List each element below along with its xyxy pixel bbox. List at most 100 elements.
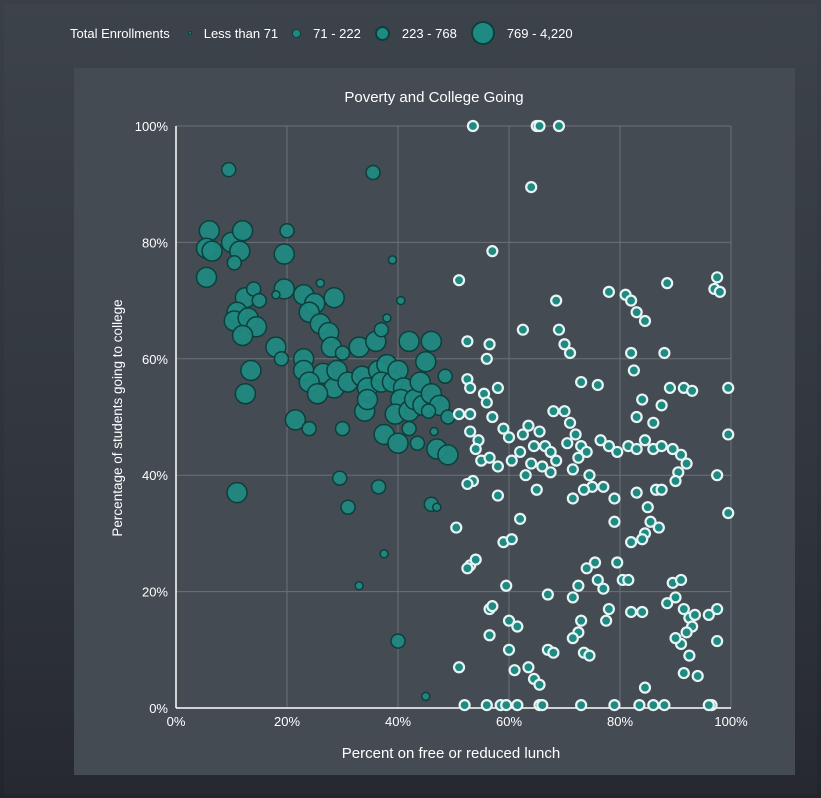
x-tick-label: 20% bbox=[274, 714, 300, 729]
highlight-point bbox=[627, 364, 640, 377]
highlight-point bbox=[500, 698, 513, 712]
highlight-point bbox=[505, 454, 518, 467]
bubble-point bbox=[382, 313, 392, 323]
x-tick-label: 60% bbox=[496, 714, 522, 729]
highlight-point bbox=[566, 591, 579, 604]
highlight-point bbox=[541, 588, 554, 601]
highlight-point bbox=[577, 483, 591, 496]
scatter-chart: Poverty and College Going 0%0% 20% 20% 40% 4… bbox=[110, 89, 748, 762]
highlight-point bbox=[624, 294, 638, 307]
highlight-point bbox=[663, 381, 677, 394]
bubble-point bbox=[420, 403, 437, 419]
highlight-point bbox=[647, 698, 660, 712]
bubble-point bbox=[195, 266, 218, 289]
bubble-point bbox=[271, 290, 281, 300]
highlight-point bbox=[466, 119, 480, 133]
highlight-point bbox=[502, 431, 516, 444]
highlight-point bbox=[686, 384, 699, 397]
highlight-point bbox=[711, 602, 724, 616]
highlight-point bbox=[522, 661, 535, 674]
highlight-point bbox=[533, 425, 546, 438]
highlight-point bbox=[655, 483, 668, 496]
highlight-point bbox=[677, 602, 690, 616]
highlight-point bbox=[566, 492, 579, 505]
highlight-point bbox=[464, 381, 477, 394]
highlight-point bbox=[483, 338, 496, 351]
highlight-point bbox=[588, 556, 602, 569]
highlight-point bbox=[647, 416, 660, 429]
bubble-point bbox=[240, 359, 262, 382]
highlight-point bbox=[633, 698, 646, 712]
bubble-point bbox=[432, 502, 442, 512]
highlight-point bbox=[550, 454, 563, 467]
highlight-point bbox=[638, 681, 652, 694]
highlight-layer bbox=[450, 119, 735, 712]
bubble-point bbox=[429, 426, 439, 437]
bubble-point bbox=[437, 368, 453, 385]
bubble-point bbox=[421, 691, 431, 702]
highlight-point bbox=[661, 597, 674, 610]
highlight-point bbox=[661, 277, 674, 290]
plot-panel: Poverty and College Going 0% 0% 20% 20% 40% 4… bbox=[74, 68, 795, 775]
highlight-point bbox=[666, 442, 679, 456]
highlight-point bbox=[464, 425, 477, 438]
highlight-point bbox=[638, 434, 652, 447]
highlight-point bbox=[597, 582, 610, 595]
highlight-point bbox=[480, 698, 493, 712]
bubble-point bbox=[396, 295, 406, 306]
highlight-point bbox=[638, 314, 652, 328]
bubble-point bbox=[340, 499, 356, 515]
highlight-point bbox=[491, 460, 504, 473]
highlight-point bbox=[552, 323, 566, 336]
bubble-point bbox=[398, 330, 420, 353]
highlight-point bbox=[611, 445, 624, 459]
bubble-point bbox=[334, 345, 351, 361]
bubble-point bbox=[323, 286, 345, 309]
legend-title: Total Enrollments bbox=[70, 25, 170, 41]
highlight-point bbox=[713, 285, 727, 298]
highlight-point bbox=[461, 477, 474, 491]
bubble-point bbox=[226, 255, 243, 271]
highlight-point bbox=[608, 492, 621, 505]
highlight-point bbox=[461, 335, 474, 348]
bubble-point bbox=[198, 220, 221, 242]
highlight-point bbox=[691, 669, 704, 683]
highlight-point bbox=[711, 634, 724, 648]
x-tick-label: 100% bbox=[714, 714, 748, 729]
highlight-point bbox=[580, 445, 593, 459]
highlight-point bbox=[630, 486, 643, 499]
bubble-point bbox=[401, 420, 417, 437]
legend-dot-xlarge bbox=[470, 21, 495, 45]
highlight-point bbox=[602, 440, 616, 453]
bubble-point bbox=[201, 240, 223, 262]
highlight-point bbox=[674, 573, 688, 587]
bubble-point bbox=[420, 330, 443, 353]
size-legend: Total Enrollments Less than 71 71 - 222 … bbox=[4, 4, 817, 62]
y-tick-label: 60% bbox=[142, 352, 168, 367]
bubble-point bbox=[387, 255, 398, 265]
highlight-point bbox=[505, 533, 518, 546]
grid-lines bbox=[176, 125, 732, 708]
highlight-point bbox=[480, 396, 493, 409]
highlight-point bbox=[636, 393, 649, 406]
highlight-point bbox=[530, 483, 543, 496]
bubble-point bbox=[334, 420, 351, 437]
highlight-point bbox=[500, 579, 513, 592]
highlight-point bbox=[547, 405, 560, 418]
bubble-point bbox=[301, 420, 317, 437]
highlight-point bbox=[702, 608, 715, 621]
highlight-point bbox=[469, 442, 482, 456]
bubble-point bbox=[315, 278, 326, 288]
highlight-point bbox=[558, 405, 571, 418]
bubble-point bbox=[415, 350, 437, 373]
highlight-point bbox=[525, 457, 538, 470]
highlight-point bbox=[641, 501, 654, 514]
highlight-point bbox=[602, 602, 616, 616]
highlight-point bbox=[550, 294, 563, 307]
highlight-point bbox=[491, 489, 504, 502]
highlight-point bbox=[722, 381, 735, 394]
bubble-point bbox=[440, 409, 456, 425]
highlight-point bbox=[508, 664, 521, 677]
chart-title: Poverty and College Going bbox=[344, 89, 523, 106]
highlight-point bbox=[711, 469, 724, 482]
